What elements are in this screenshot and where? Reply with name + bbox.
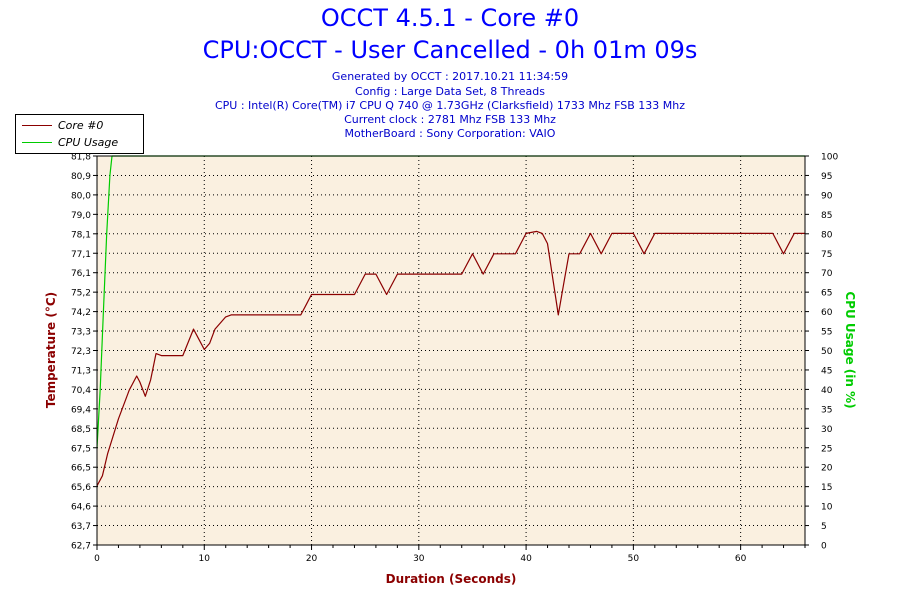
y2-tick-label: 95 — [821, 172, 832, 182]
y-tick-label: 73,3 — [71, 328, 91, 338]
legend-swatch-core — [22, 124, 52, 126]
generated-info: Generated by OCCT : 2017.10.21 11:34:59 — [331, 70, 569, 83]
legend-label-cpu: CPU Usage — [58, 135, 119, 149]
grid-lines — [97, 156, 805, 545]
x-tick-label: 30 — [413, 554, 425, 564]
y2-tick-label: 100 — [821, 153, 838, 163]
y-tick-label: 64,6 — [71, 503, 91, 513]
y-axis-ticks: 62,7 63,7 64,6 65,6 66,5 67,5 68,5 69,4 70,4 71,3… — [71, 153, 97, 552]
y-tick-label: 80,9 — [71, 172, 91, 182]
y-tick-label: 66,5 — [71, 464, 91, 474]
y2-tick-label: 45 — [821, 366, 832, 376]
plot-background — [97, 156, 805, 545]
y2-axis-label: CPU Usage (in %) — [843, 291, 857, 408]
chart-subtitle: CPU:OCCT - User Cancelled - 0h 01m 09s — [202, 36, 698, 64]
y-tick-label: 79,0 — [71, 211, 91, 221]
y2-tick-label: 35 — [821, 405, 832, 415]
y2-tick-label: 50 — [821, 347, 833, 357]
y-tick-label: 81,8 — [71, 153, 91, 163]
x-axis-label: Duration (Seconds) — [386, 572, 517, 586]
x-tick-label: 40 — [520, 554, 532, 564]
y2-tick-label: 60 — [821, 308, 833, 318]
y2-tick-label: 75 — [821, 250, 832, 260]
y-tick-label: 78,1 — [71, 230, 91, 240]
x-tick-label: 0 — [94, 554, 100, 564]
y2-tick-label: 30 — [821, 425, 833, 435]
y-tick-label: 69,4 — [71, 405, 91, 415]
y2-tick-label: 10 — [821, 503, 833, 513]
y2-tick-label: 70 — [821, 269, 833, 279]
y-tick-label: 67,5 — [71, 444, 91, 454]
x-tick-label: 10 — [199, 554, 211, 564]
y2-tick-label: 5 — [821, 522, 827, 532]
y2-tick-label: 85 — [821, 211, 832, 221]
x-tick-label: 50 — [628, 554, 640, 564]
y-tick-label: 76,1 — [71, 269, 91, 279]
x-tick-label: 20 — [306, 554, 318, 564]
legend-entry-core: Core #0 — [22, 118, 103, 132]
legend: Core #0 CPU Usage — [15, 114, 144, 154]
y-tick-label: 65,6 — [71, 483, 91, 493]
y-axis-label: Temperature (°C) — [44, 292, 58, 408]
cpu-info: CPU : Intel(R) Core(TM) i7 CPU Q 740 @ 1… — [214, 99, 686, 112]
y-tick-label: 62,7 — [71, 542, 91, 552]
y-tick-label: 80,0 — [71, 191, 91, 201]
motherboard-info: MotherBoard : Sony Corporation: VAIO — [344, 127, 556, 140]
y-tick-label: 63,7 — [71, 522, 91, 532]
config-info: Config : Large Data Set, 8 Threads — [355, 85, 545, 98]
series-line-core — [96, 230, 805, 487]
x-tick-label: 60 — [735, 554, 747, 564]
clock-info: Current clock : 2781 Mhz FSB 133 Mhz — [344, 113, 556, 126]
y2-tick-label: 55 — [821, 328, 832, 338]
y2-tick-label: 65 — [821, 289, 832, 299]
y-tick-label: 72,3 — [71, 347, 91, 357]
y2-axis-ticks: 0 5 10 15 20 25 30 35 40 45 50 55 60 65 70 75 80 85 90 95 10… — [805, 153, 838, 552]
y-tick-label: 75,2 — [71, 289, 91, 299]
y2-tick-label: 25 — [821, 444, 832, 454]
y2-tick-label: 15 — [821, 483, 832, 493]
chart-title: OCCT 4.5.1 - Core #0 — [320, 4, 580, 32]
y2-tick-label: 80 — [821, 230, 833, 240]
y-tick-label: 71,3 — [71, 366, 91, 376]
y-tick-label: 70,4 — [71, 386, 91, 396]
x-axis-ticks: 0 10 20 30 40 50 60 — [94, 545, 806, 564]
y2-tick-label: 90 — [821, 191, 833, 201]
y-tick-label: 68,5 — [71, 425, 91, 435]
y2-tick-label: 20 — [821, 464, 833, 474]
y2-tick-label: 40 — [821, 386, 833, 396]
legend-label-core: Core #0 — [58, 118, 104, 132]
legend-swatch-cpu — [22, 141, 52, 143]
y-tick-label: 77,1 — [71, 250, 91, 260]
y2-tick-label: 0 — [821, 542, 827, 552]
legend-entry-cpu: CPU Usage — [22, 135, 118, 149]
y-tick-label: 74,2 — [71, 308, 91, 318]
